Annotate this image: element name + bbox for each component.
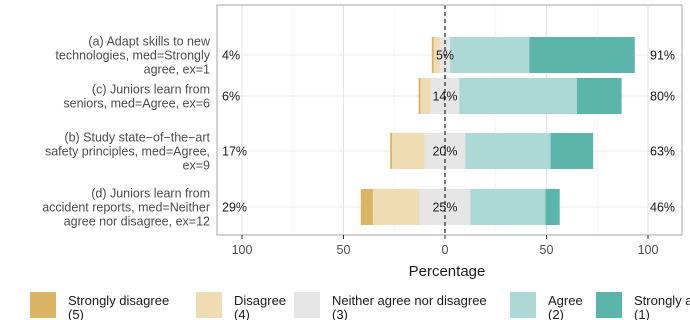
left-pct-label-1: 4% [222, 49, 240, 63]
x-tick-label-2: 50 [337, 243, 351, 257]
category-label-1-line-2: technologies, med=Strongly [55, 49, 210, 63]
center-pct-label-3: 20% [432, 145, 457, 159]
legend-swatch-strongly-disagree [30, 292, 56, 318]
legend-code-strongly-agree: (1) [634, 307, 650, 320]
bar-4-disagree [372, 189, 420, 225]
category-label-4-line-2: accident reports, med=Neither [42, 201, 210, 215]
bar-2-strongly-agree [576, 78, 622, 114]
left-pct-label-4: 29% [222, 201, 247, 215]
legend-swatch-disagree [196, 292, 222, 318]
category-label-4-line-1: (d) Juniors learn from [91, 187, 210, 201]
x-tick-label-1: 100 [232, 243, 253, 257]
bar-2-disagree [420, 78, 431, 114]
x-tick-label-4: 50 [540, 243, 554, 257]
category-label-2-line-2: seniors, med=Agree, ex=6 [63, 97, 210, 111]
legend-code-strongly-disagree: (5) [68, 307, 84, 320]
category-label-1-line-1: (a) Adapt skills to new [88, 35, 211, 49]
right-pct-label-4: 46% [650, 201, 675, 215]
bar-4-strongly-agree [545, 189, 560, 225]
center-pct-label-4: 25% [432, 201, 457, 215]
bar-3-disagree [392, 133, 425, 169]
bar-4-agree [470, 189, 546, 225]
left-pct-label-3: 17% [222, 145, 247, 159]
legend-label-neither-agree-nor-disagree: Neither agree nor disagree [332, 293, 487, 308]
x-tick-label-5: 100 [638, 243, 659, 257]
legend-label-disagree: Disagree [234, 293, 286, 308]
bar-1-agree [450, 37, 530, 73]
bar-2-agree [459, 78, 577, 114]
bar-3-agree [465, 133, 551, 169]
bar-3-strongly-disagree [390, 133, 393, 169]
bar-1-strongly-agree [529, 37, 635, 73]
legend-code-disagree: (4) [234, 307, 250, 320]
category-label-3-line-3: ex=9 [183, 159, 211, 173]
legend-label-agree: Agree [548, 293, 583, 308]
legend-code-neither-agree-nor-disagree: (3) [332, 307, 348, 320]
category-label-2-line-1: (c) Juniors learn from [92, 83, 210, 97]
category-label-3-line-2: safety principles, med=Agree, [45, 145, 210, 159]
right-pct-label-1: 91% [650, 49, 675, 63]
legend-code-agree: (2) [548, 307, 564, 320]
bar-2-strongly-disagree [418, 78, 421, 114]
legend-swatch-agree [510, 292, 536, 318]
bar-3-strongly-agree [550, 133, 594, 169]
center-pct-label-2: 14% [432, 90, 457, 104]
right-pct-label-2: 80% [650, 90, 675, 104]
legend-swatch-strongly-agree [596, 292, 622, 318]
x-axis-title: Percentage [409, 263, 486, 280]
x-tick-label-3: 0 [442, 243, 449, 257]
category-label-3-line-1: (b) Study state−of−the−art [64, 131, 210, 145]
category-label-4-line-3: agree nor disagree, ex=12 [64, 215, 210, 229]
center-pct-label-1: 5% [436, 49, 454, 63]
category-label-1-line-3: agree, ex=1 [144, 63, 210, 77]
legend-label-strongly-disagree: Strongly disagree [68, 293, 169, 308]
plot-border [216, 4, 683, 236]
bar-1-disagree [433, 37, 440, 73]
right-pct-label-3: 63% [650, 145, 675, 159]
bar-4-strongly-disagree [360, 189, 373, 225]
left-pct-label-2: 6% [222, 90, 240, 104]
legend-label-strongly-agree: Strongly agree [634, 293, 690, 308]
bar-1-strongly-disagree [431, 37, 434, 73]
legend-swatch-neither-agree-nor-disagree [294, 292, 320, 318]
